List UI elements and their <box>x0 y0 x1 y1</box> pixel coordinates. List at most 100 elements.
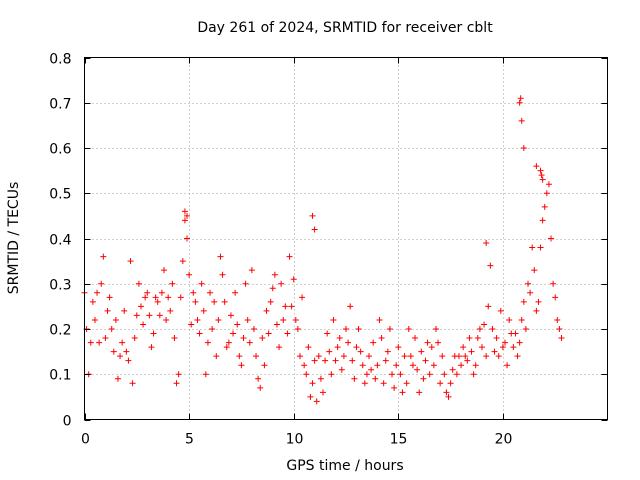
x-tick-labels: 0 5 10 15 20 <box>81 432 512 448</box>
data-point <box>472 362 479 369</box>
data-point <box>359 362 366 369</box>
data-point <box>309 212 316 219</box>
data-point <box>332 357 339 364</box>
y-tick-label: 0.7 <box>49 97 71 113</box>
data-point <box>384 348 391 355</box>
data-point <box>386 326 393 332</box>
data-point <box>389 371 396 378</box>
data-point <box>135 280 142 287</box>
data-point <box>269 285 276 292</box>
data-point <box>267 298 274 305</box>
data-point <box>319 389 326 396</box>
data-point <box>119 339 126 346</box>
data-point <box>489 326 496 332</box>
data-point <box>259 335 266 342</box>
data-point <box>204 339 211 346</box>
data-point <box>184 235 191 242</box>
data-point <box>343 326 349 332</box>
data-point <box>200 307 207 314</box>
data-point <box>481 321 488 328</box>
data-point <box>175 371 182 378</box>
data-point <box>294 326 301 332</box>
data-point <box>554 316 561 323</box>
data-point <box>430 362 437 369</box>
data-point <box>125 357 132 364</box>
data-point <box>418 348 425 355</box>
data-point <box>516 99 523 106</box>
y-tick-label: 0.2 <box>49 323 71 339</box>
data-point <box>202 371 209 378</box>
data-point <box>129 380 136 387</box>
data-point <box>127 258 134 265</box>
data-point <box>192 298 199 305</box>
data-point <box>491 348 498 355</box>
data-point <box>288 303 295 310</box>
data-point <box>211 298 218 305</box>
data-point <box>424 339 431 346</box>
y-tick-label: 0.5 <box>49 187 71 203</box>
data-point <box>280 316 287 323</box>
data-point <box>447 380 454 387</box>
data-point <box>160 267 167 274</box>
data-point <box>244 316 251 323</box>
data-point <box>144 289 151 296</box>
data-point <box>311 357 318 364</box>
data-point <box>179 258 186 265</box>
data-point <box>96 339 103 346</box>
data-point <box>399 389 406 396</box>
data-point <box>504 362 511 369</box>
data-point <box>345 339 352 346</box>
data-point <box>230 330 237 337</box>
data-point <box>207 289 214 296</box>
data-point <box>351 375 358 382</box>
data-point <box>520 298 527 305</box>
data-point <box>188 321 195 328</box>
data-point <box>123 348 130 355</box>
data-point <box>460 344 467 351</box>
data-point <box>299 294 306 301</box>
data-point <box>284 330 291 337</box>
data-point <box>213 353 220 360</box>
data-point <box>232 289 239 296</box>
data-point <box>443 389 450 396</box>
grid-lines <box>84 57 608 420</box>
data-point <box>265 330 272 337</box>
data-point <box>558 335 565 342</box>
data-point <box>165 294 172 301</box>
y-tick-label: 0.1 <box>49 368 71 384</box>
data-point <box>238 362 245 369</box>
data-point <box>533 307 540 314</box>
data-point <box>439 353 446 360</box>
data-point <box>257 384 264 391</box>
data-point <box>248 267 255 274</box>
data-point <box>376 316 383 323</box>
y-axis-title: SRMTID / TECUs <box>6 182 22 295</box>
data-point <box>91 316 98 323</box>
data-point <box>483 353 490 360</box>
data-point <box>148 344 155 351</box>
data-point <box>462 353 469 360</box>
data-point <box>328 371 335 378</box>
data-point <box>409 362 416 369</box>
data-point <box>307 393 314 400</box>
data-point <box>186 271 193 278</box>
data-point <box>455 353 462 360</box>
data-points <box>81 95 565 405</box>
data-point <box>246 339 253 346</box>
data-point <box>117 353 124 360</box>
data-point <box>506 316 513 323</box>
data-point <box>458 362 465 369</box>
data-point <box>520 145 527 151</box>
data-point <box>100 253 107 260</box>
data-point <box>209 326 216 332</box>
data-point <box>317 375 324 382</box>
data-point <box>194 316 201 323</box>
data-point <box>255 375 262 382</box>
data-point <box>340 353 347 360</box>
data-point <box>137 303 144 310</box>
data-point <box>432 326 439 332</box>
data-point <box>278 280 285 287</box>
data-point <box>470 371 477 378</box>
data-point <box>518 117 525 124</box>
data-point <box>133 312 140 319</box>
